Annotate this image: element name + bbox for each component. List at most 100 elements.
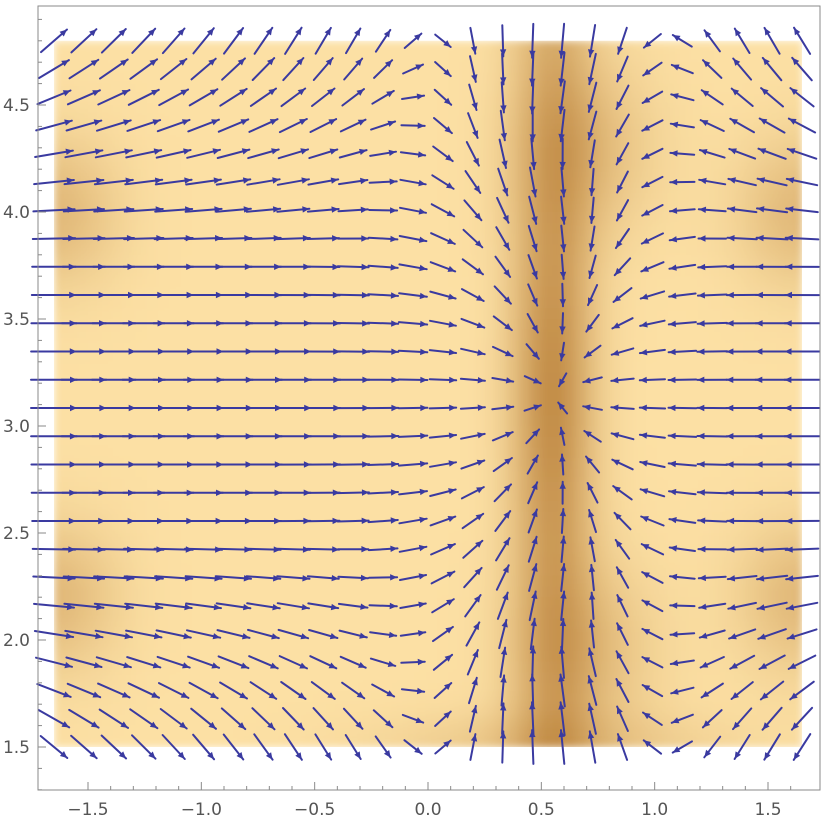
vector-arrow	[786, 628, 818, 640]
vector-arrow	[249, 681, 278, 700]
vector-arrow	[530, 137, 537, 171]
vector-arrow	[615, 566, 630, 589]
vector-arrow	[399, 601, 427, 609]
vector-arrow	[615, 199, 630, 222]
vector-arrow	[763, 26, 781, 55]
vector-arrow	[131, 734, 157, 760]
vector-arrow	[64, 148, 104, 159]
vector-arrow	[641, 684, 664, 698]
vector-arrow	[585, 313, 600, 333]
vector-arrow	[94, 148, 133, 159]
vector-arrow	[696, 461, 728, 468]
vector-arrow	[587, 81, 598, 113]
vector-arrow	[583, 344, 602, 359]
vector-arrow	[729, 117, 755, 134]
vector-arrow	[641, 204, 664, 217]
vector-arrow	[33, 602, 75, 611]
vector-arrow	[559, 426, 566, 446]
vector-arrow	[667, 376, 698, 384]
vector-arrow	[639, 460, 666, 468]
vector-arrow	[615, 678, 630, 703]
vector-arrow	[761, 56, 783, 82]
vector-arrow	[462, 228, 484, 249]
vector-arrow	[588, 167, 596, 197]
vector-arrow	[733, 27, 751, 54]
vector-arrow	[757, 628, 787, 640]
vector-arrow	[432, 625, 454, 643]
vector-arrow	[588, 196, 596, 224]
vector-arrow	[725, 461, 759, 468]
vector-arrow	[700, 89, 724, 106]
vector-arrow	[367, 292, 399, 299]
vector-arrow	[39, 735, 69, 759]
vector-arrow	[432, 653, 454, 671]
vector-arrow	[93, 177, 134, 186]
vector-arrow	[430, 203, 456, 218]
vector-arrow	[398, 263, 428, 272]
vector-arrow	[615, 650, 630, 675]
vector-arrow	[65, 119, 103, 132]
vector-arrow	[729, 654, 756, 670]
vector-arrow	[527, 283, 539, 307]
vector-arrow	[558, 372, 568, 388]
vector-arrow	[468, 83, 478, 111]
vector-arrow	[785, 601, 819, 611]
vector-arrow	[338, 177, 369, 186]
vector-arrow	[611, 317, 634, 330]
vector-arrow	[638, 376, 666, 384]
vector-arrow	[703, 29, 721, 53]
vector-arrow	[397, 460, 429, 468]
vector-arrow	[430, 232, 456, 245]
vector-arrow	[429, 488, 457, 497]
vector-arrow	[314, 26, 332, 55]
vector-arrow	[587, 647, 597, 678]
vector-arrow	[760, 87, 784, 108]
vector-arrow	[559, 312, 566, 335]
vector-arrow	[616, 705, 629, 732]
vector-arrow	[311, 87, 336, 107]
vector-arrow	[616, 594, 629, 618]
vector-arrow	[99, 58, 129, 80]
vector-arrow	[336, 517, 370, 524]
vector-arrow	[37, 709, 71, 729]
vector-arrow	[492, 315, 513, 332]
vector-arrow	[433, 117, 453, 135]
vector-arrow	[312, 707, 334, 731]
vector-arrow	[339, 655, 367, 669]
vector-arrow	[698, 629, 726, 639]
vector-arrow	[434, 61, 452, 78]
vector-arrow	[559, 137, 566, 170]
vector-arrow	[336, 404, 371, 412]
vector-arrow	[698, 177, 727, 186]
y-tick-label: 3.0	[3, 417, 30, 437]
vector-arrow	[641, 147, 664, 160]
vector-arrow	[251, 57, 276, 81]
vector-arrow	[282, 57, 305, 82]
vector-arrow	[493, 483, 512, 503]
vector-arrow	[185, 602, 222, 611]
vector-arrow	[336, 489, 370, 496]
vector-arrow	[761, 706, 783, 731]
vector-arrow	[754, 461, 790, 468]
vector-arrow	[560, 224, 567, 253]
vector-arrow	[338, 148, 368, 159]
vector-arrow	[787, 117, 817, 134]
vector-arrow	[496, 591, 509, 620]
vector-arrow	[784, 546, 820, 553]
y-tick-label: 4.5	[3, 96, 30, 116]
vector-arrow	[527, 508, 538, 534]
vector-arrow	[344, 734, 362, 760]
vector-arrow	[725, 376, 759, 383]
vector-arrow	[463, 199, 483, 222]
vector-arrow	[491, 404, 515, 411]
vector-arrow	[611, 458, 634, 471]
vector-arrow	[465, 621, 481, 647]
vector-arrow	[36, 683, 72, 698]
vector-arrow	[248, 655, 279, 670]
vector-arrow	[754, 320, 790, 327]
vector-arrow	[696, 348, 729, 355]
vector-arrow	[186, 148, 221, 159]
vector-arrow	[667, 460, 697, 468]
vector-arrow	[726, 235, 758, 242]
vector-arrow	[792, 733, 812, 761]
